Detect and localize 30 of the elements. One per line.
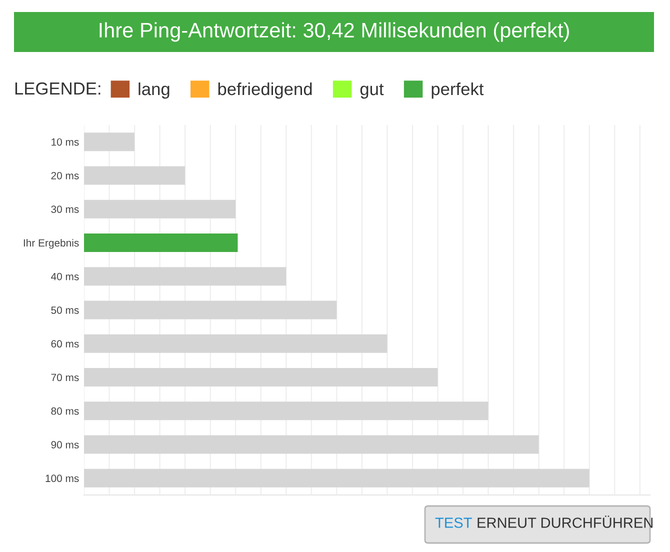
bar <box>84 132 135 152</box>
legend-title: LEGENDE: <box>15 82 100 95</box>
text: ERNEUT DURCHFÜHREN <box>478 516 652 528</box>
legend-label: lang <box>138 82 170 99</box>
y-tick-label: 80 ms <box>51 407 79 415</box>
bar <box>84 368 438 387</box>
y-tick-label: 90 ms <box>51 441 79 448</box>
bar <box>84 233 238 252</box>
legend-label: perfekt <box>432 82 484 99</box>
y-tick-label: 20 ms <box>51 172 79 180</box>
bar <box>84 402 488 420</box>
y-tick-label: 70 ms <box>51 374 79 382</box>
y-tick-label: 50 ms <box>51 306 79 314</box>
legend-label: befriedigend <box>218 82 312 99</box>
bar <box>84 200 236 218</box>
bar <box>84 435 539 454</box>
y-tick-label: 100 ms <box>46 474 79 482</box>
bar <box>84 166 186 185</box>
bar <box>84 468 590 488</box>
y-tick-label: 10 ms <box>52 138 79 146</box>
y-tick-label: 40 ms <box>51 272 79 280</box>
bar <box>84 267 286 286</box>
y-tick-label: 60 ms <box>51 340 79 348</box>
chart-title: Ihre Ping-Antwortzeit: 30,42 Millisekunden (perfekt) <box>100 22 569 42</box>
bar <box>84 300 337 320</box>
legend-label: gut <box>360 84 384 99</box>
y-tick-label: 30 ms <box>51 206 79 213</box>
bar <box>84 334 388 353</box>
y-tick-label: Ihr Ergebnis <box>24 238 79 249</box>
text: TEST <box>435 518 472 528</box>
